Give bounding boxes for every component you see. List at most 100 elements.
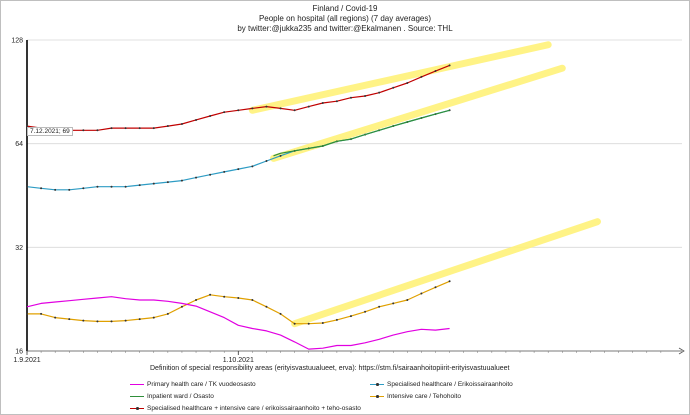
legend-item-primary-care: Primary health care / TK vuodeosasto xyxy=(130,381,256,388)
series-point xyxy=(26,125,28,128)
series-point xyxy=(54,316,57,319)
legend-swatch xyxy=(130,394,144,400)
series-point xyxy=(195,299,198,302)
series-point xyxy=(209,173,212,176)
series-point xyxy=(68,188,71,191)
series-point xyxy=(364,95,367,98)
legend-swatch xyxy=(370,382,384,388)
series-point xyxy=(265,159,268,162)
series-point xyxy=(138,184,141,187)
series-point xyxy=(96,185,99,188)
series-point xyxy=(209,293,212,296)
series-point xyxy=(124,319,127,322)
chart-title-line-2: People on hospital (all regions) (7 day … xyxy=(258,14,432,23)
legend-item-specialised: Specialised healthcare / Erikoissairaanh… xyxy=(370,381,513,388)
series-point xyxy=(265,305,268,308)
series-point xyxy=(152,316,155,319)
series-point xyxy=(321,321,324,324)
series-point xyxy=(124,127,127,130)
series-point xyxy=(152,127,155,130)
trend-line xyxy=(248,41,552,114)
series-point xyxy=(406,82,409,85)
series-point xyxy=(378,305,381,308)
series-point xyxy=(307,105,310,108)
series-point xyxy=(420,292,423,295)
series-point xyxy=(237,168,240,171)
x-tick-label: 1.9.2021 xyxy=(13,357,40,364)
chart-title-line-3: by twitter:@jukka235 and twitter:@Ekalma… xyxy=(237,24,453,33)
series-point xyxy=(321,101,324,104)
legend-item-combined: Specialised healthcare + intensive care … xyxy=(130,405,361,412)
series-point xyxy=(166,125,169,128)
series-point xyxy=(364,310,367,313)
series-point xyxy=(265,105,268,108)
series-point xyxy=(349,96,352,99)
series-point xyxy=(82,129,85,132)
x-axis-label: Definition of special responsibility are… xyxy=(150,365,510,372)
series-point xyxy=(420,75,423,78)
series-point xyxy=(434,70,437,73)
legend-label: Intensive care / Tehohoito xyxy=(387,393,461,400)
series-point xyxy=(180,305,183,308)
series-point xyxy=(237,297,240,300)
series-point xyxy=(195,176,198,179)
y-tick-label: 128 xyxy=(11,38,23,45)
series-point xyxy=(124,185,127,188)
series-point xyxy=(54,188,57,191)
series-point xyxy=(223,111,226,114)
legend-swatch xyxy=(130,406,144,412)
series-point xyxy=(293,109,296,112)
series-point xyxy=(378,91,381,94)
series-line xyxy=(26,296,450,350)
x-tick-label: 1.10.2021 xyxy=(223,357,254,364)
series-point xyxy=(180,179,183,182)
series-point xyxy=(96,320,99,323)
legend-label: Specialised healthcare + intensive care … xyxy=(147,405,361,412)
series-point xyxy=(82,319,85,322)
series-point xyxy=(335,100,338,103)
series-point xyxy=(110,185,113,188)
series-point xyxy=(335,318,338,321)
trend-line xyxy=(291,218,601,328)
series-point xyxy=(448,64,451,67)
legend-label: Inpatient ward / Osasto xyxy=(147,393,214,400)
series-point xyxy=(166,312,169,315)
series-point xyxy=(110,127,113,130)
y-tick-label: 16 xyxy=(15,349,23,356)
series-point xyxy=(237,109,240,112)
series-point xyxy=(392,302,395,305)
series-point xyxy=(293,322,296,325)
series-point xyxy=(349,315,352,318)
legend-swatch xyxy=(130,382,144,388)
data-annotation: 7.12.2021; 69 xyxy=(27,127,73,136)
y-tick-label: 64 xyxy=(15,141,23,148)
series-point xyxy=(279,154,282,157)
series-point xyxy=(26,185,28,188)
series-point xyxy=(152,182,155,185)
series-point xyxy=(307,322,310,325)
series-point xyxy=(40,187,43,190)
x-axis-arrow xyxy=(678,347,685,355)
series-point xyxy=(26,312,28,315)
trend-line xyxy=(270,64,566,162)
series-point xyxy=(166,181,169,184)
series-point xyxy=(195,118,198,121)
series-line xyxy=(273,109,450,157)
series-point xyxy=(434,286,437,289)
series-point xyxy=(279,107,282,110)
series-point xyxy=(110,320,113,323)
series-point xyxy=(68,318,71,321)
series-point xyxy=(138,318,141,321)
legend-item-inpatient: Inpatient ward / Osasto xyxy=(130,393,214,400)
series-point xyxy=(448,280,451,283)
legend-item-intensive: Intensive care / Tehohoito xyxy=(370,393,461,400)
series-point xyxy=(279,312,282,315)
series-point xyxy=(392,86,395,89)
series-point xyxy=(209,115,212,118)
series-point xyxy=(40,312,43,315)
series-point xyxy=(406,299,409,302)
series-point xyxy=(251,107,254,110)
series-point xyxy=(82,187,85,190)
series-point xyxy=(223,295,226,298)
